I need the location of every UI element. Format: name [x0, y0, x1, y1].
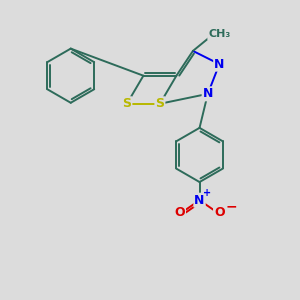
Text: S: S: [155, 97, 164, 110]
Text: S: S: [122, 97, 131, 110]
Text: N: N: [194, 194, 205, 207]
Text: +: +: [203, 188, 211, 198]
Text: CH₃: CH₃: [208, 29, 230, 39]
Text: O: O: [214, 206, 225, 219]
Text: N: N: [202, 87, 213, 101]
Text: −: −: [226, 200, 237, 214]
Text: N: N: [214, 58, 224, 70]
Text: O: O: [174, 206, 185, 219]
